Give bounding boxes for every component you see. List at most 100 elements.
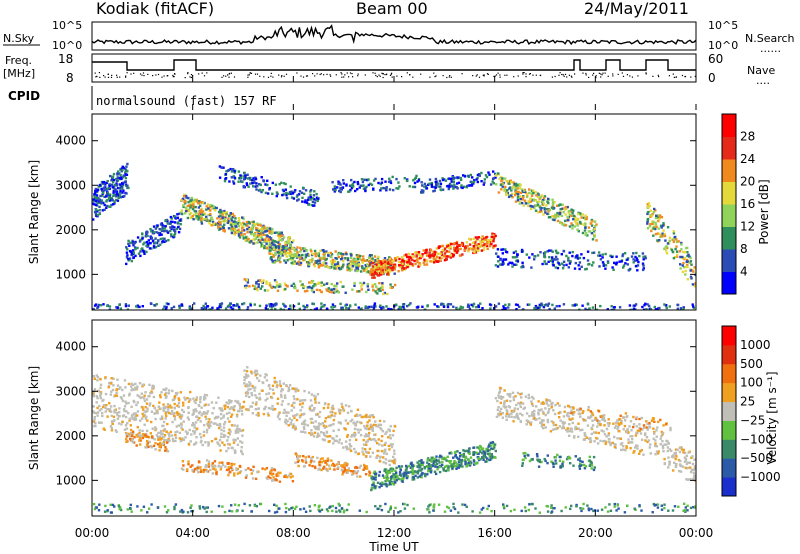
nave-dot [522,73,524,75]
range-cell [277,254,281,258]
range-cell [308,405,312,409]
range-cell [375,456,378,459]
range-cell [511,196,514,199]
range-cell [601,253,604,256]
range-cell [158,445,161,448]
range-cell [174,439,177,443]
range-cell [521,261,524,264]
range-cell [460,184,463,187]
range-cell [157,405,160,408]
range-cell [375,424,378,428]
range-cell [138,382,142,385]
range-cell [114,429,117,432]
range-cell [361,267,364,270]
nave-dot [143,75,145,77]
range-cell [342,253,345,256]
range-cell [204,415,207,418]
noise-left-label: N.Sky [3,32,35,45]
range-cell [589,230,592,233]
nave-dot [595,75,597,77]
range-cell [367,415,370,418]
range-cell [333,464,336,468]
range-cell [189,390,192,394]
range-cell [349,188,352,192]
range-cell [141,232,144,235]
range-cell [597,251,601,254]
range-cell [218,303,222,306]
range-cell [95,374,99,377]
range-cell [274,286,277,289]
range-cell [227,431,230,435]
range-cell [435,255,439,259]
range-cell [115,391,118,395]
range-cell [145,446,148,449]
nave-dot [343,76,345,78]
range-cell [281,251,285,254]
range-cell [202,468,206,472]
range-cell [391,434,395,437]
range-cell [284,418,287,421]
range-cell [279,260,282,264]
range-cell [411,264,415,267]
range-cell [102,201,105,205]
range-cell [267,414,270,417]
range-cell [273,279,277,282]
range-cell [501,185,504,188]
range-cell [364,187,367,190]
range-cell [295,453,298,456]
nave-dot [483,74,485,76]
range-cell [302,455,305,458]
range-cell [430,181,434,185]
range-cell [310,281,313,284]
range-cell [365,435,368,438]
range-cell [267,475,270,478]
range-cell [316,199,319,203]
range-cell [265,304,268,307]
range-cell [192,203,195,206]
range-cell [469,184,472,187]
range-cell [411,262,414,266]
range-cell [92,198,95,201]
range-cell [521,201,524,205]
range-cell [291,426,295,429]
range-cell [231,222,234,226]
range-cell [425,251,428,254]
range-cell [350,184,354,187]
nave-dot [626,74,628,76]
range-cell [348,439,352,442]
range-cell [230,231,234,235]
range-cell [469,173,472,177]
range-cell [339,190,342,194]
range-cell [261,226,264,230]
range-cell [370,183,374,186]
range-cell [139,439,142,442]
range-cell [562,249,565,253]
range-cell [278,283,282,286]
range-cell [256,185,259,188]
range-cell [586,259,590,262]
range-cell [279,256,282,259]
range-cell [358,258,362,261]
range-cell [177,397,180,400]
range-cell [442,305,446,308]
range-cell [245,374,248,378]
range-cell [250,472,253,475]
range-cell [166,222,169,225]
range-cell [475,306,478,309]
freq-tick-right-top: 60 [708,52,723,66]
range-cell [165,448,168,451]
range-cell [664,246,667,249]
range-cell [361,283,364,286]
range-cell [200,469,203,472]
range-cell [280,403,283,406]
range-cell [398,264,401,267]
range-cell [205,394,209,397]
range-cell [353,180,356,184]
range-cell [654,227,657,231]
range-cell [297,253,301,257]
range-cell [217,464,221,467]
range-cell [232,182,236,185]
range-cell [576,218,579,221]
range-cell [477,248,480,251]
range-cell [177,405,181,408]
